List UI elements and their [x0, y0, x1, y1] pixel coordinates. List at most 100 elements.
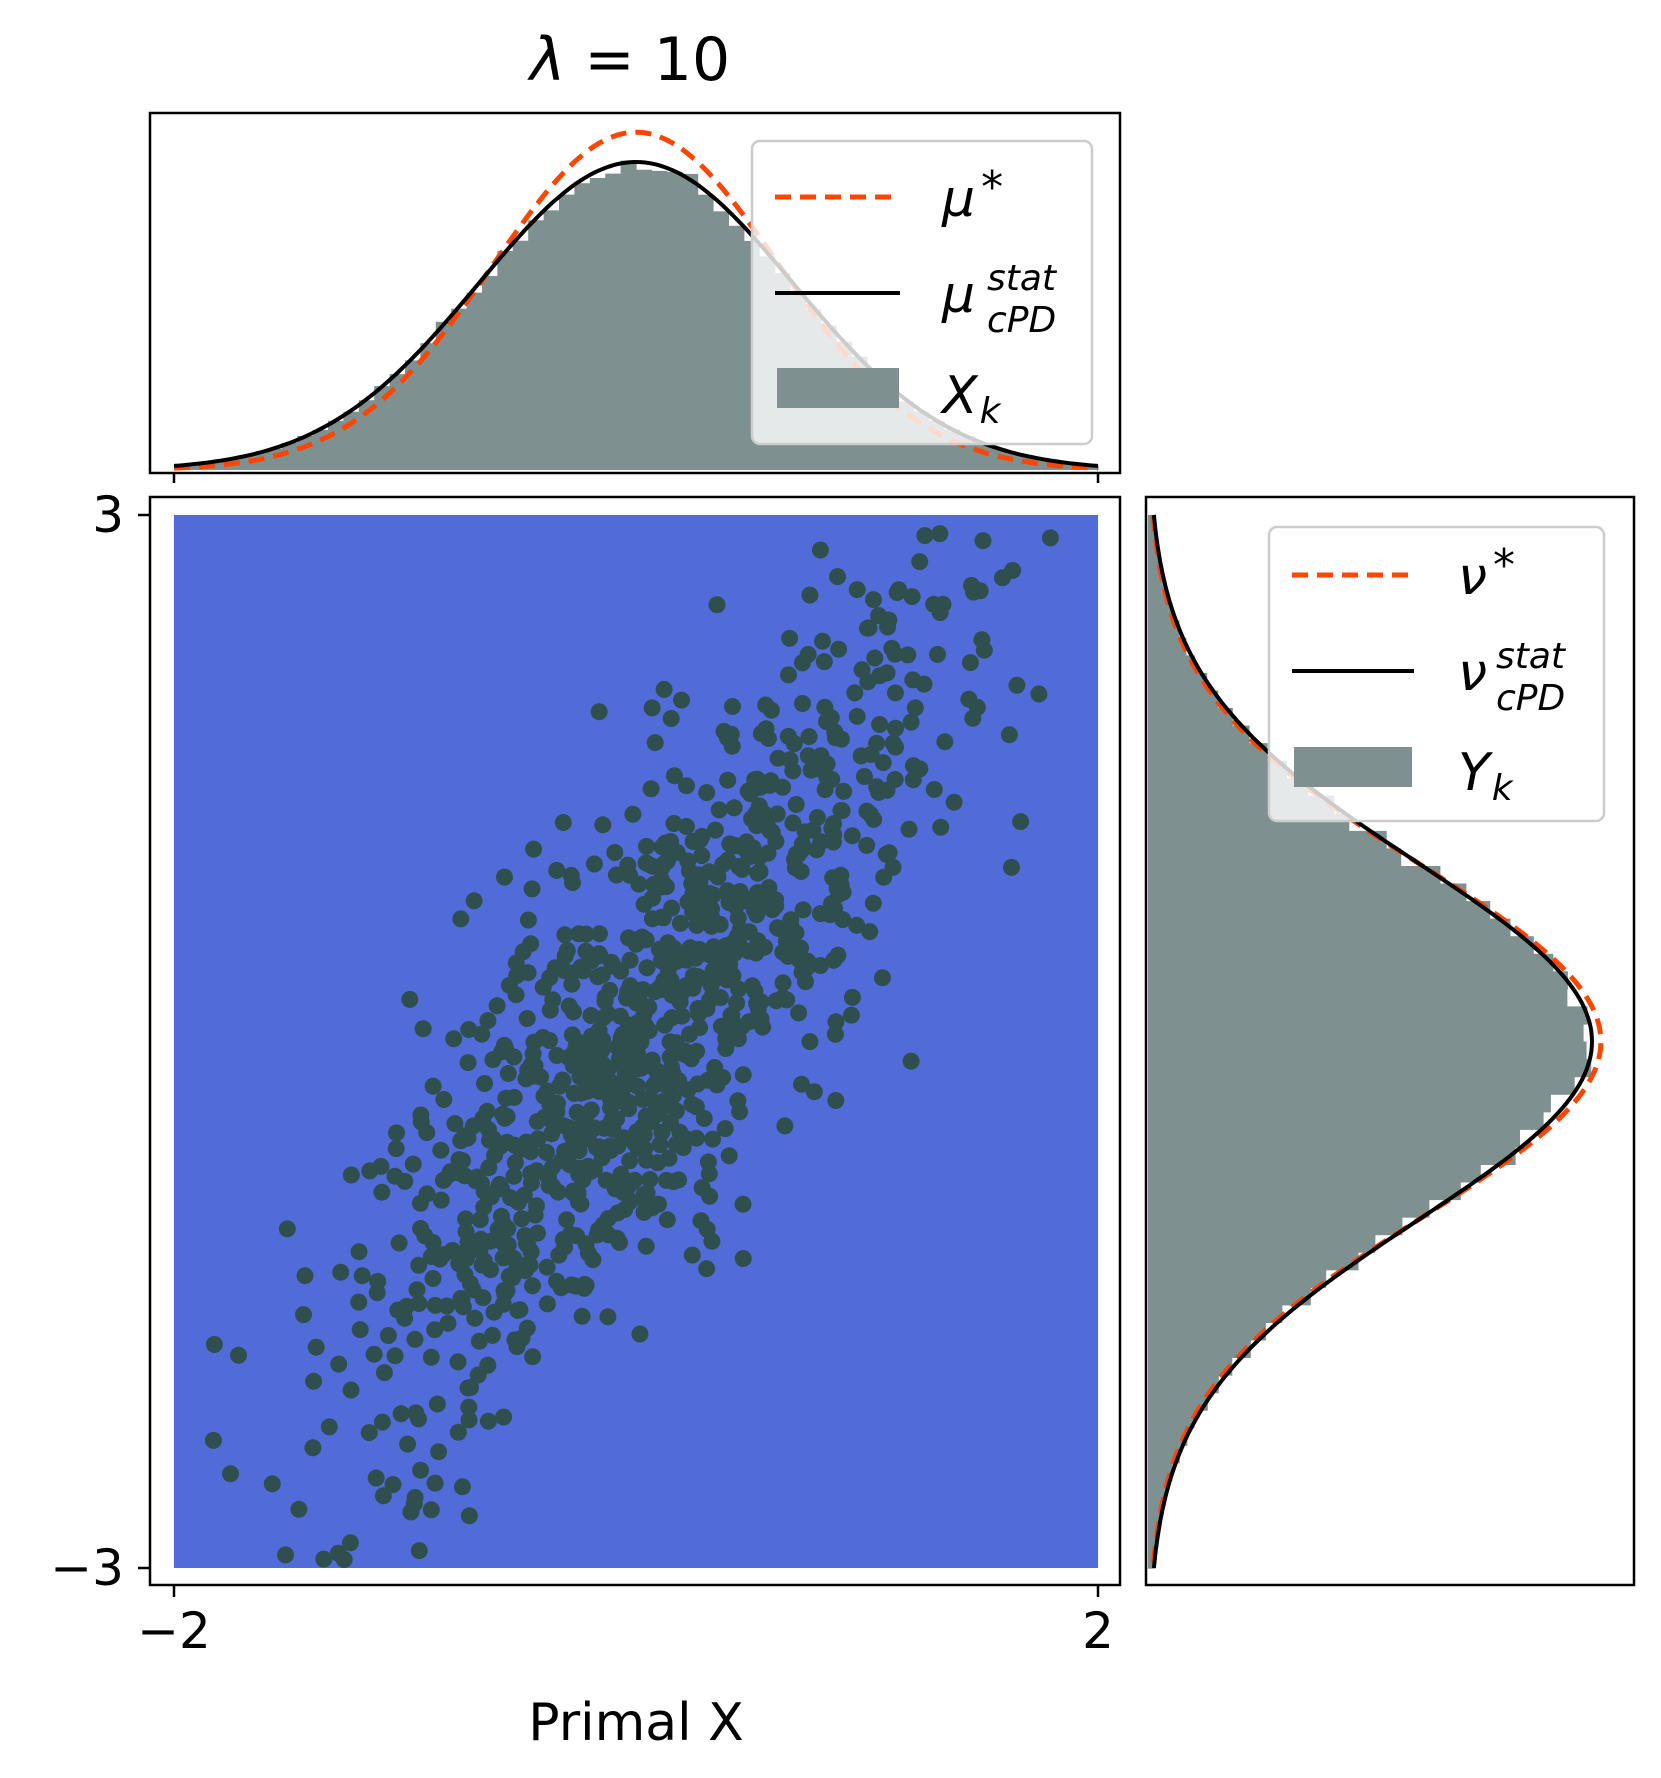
scatter-point	[805, 1083, 823, 1101]
scatter-point	[661, 1048, 679, 1066]
scatter-point	[584, 1039, 602, 1057]
right-hist-bar	[1148, 953, 1554, 972]
scatter-point	[662, 710, 680, 727]
scatter-point	[733, 860, 751, 878]
scatter-point	[799, 646, 817, 663]
scatter-point	[426, 1474, 444, 1492]
scatter-point	[541, 1032, 558, 1049]
scatter-point	[883, 639, 901, 657]
scatter-point	[890, 581, 908, 599]
scatter-point	[460, 1021, 478, 1038]
scatter-point	[634, 1090, 652, 1108]
scatter-point	[800, 728, 818, 746]
right-hist-bar	[1148, 1059, 1592, 1078]
right-hist-bar	[1148, 602, 1173, 621]
scatter-point	[698, 1260, 716, 1278]
scatter-point	[932, 818, 950, 836]
top-hist-bar	[281, 442, 298, 470]
right-hist-bar	[1148, 1480, 1168, 1499]
scatter-point	[222, 1465, 239, 1483]
right-hist-bar	[1148, 1129, 1520, 1148]
scatter-point	[590, 945, 608, 963]
scatter-point	[351, 1321, 369, 1339]
scatter-point	[585, 855, 603, 873]
scatter-point	[931, 604, 949, 622]
scatter-point	[587, 1139, 605, 1156]
scatter-point	[596, 1119, 613, 1137]
scatter-point	[432, 1141, 450, 1159]
scatter-point	[621, 977, 639, 995]
scatter-point	[873, 969, 891, 987]
joint-panel-frame	[148, 495, 1122, 1587]
scatter-point	[671, 993, 689, 1011]
right-legend-fitted-symbol: ν	[1458, 643, 1487, 703]
scatter-point	[495, 1408, 513, 1426]
top-hist-bar	[559, 194, 575, 470]
scatter-point	[360, 1424, 378, 1442]
ytick-label: −3	[50, 1539, 124, 1597]
scatter-point	[407, 1404, 425, 1422]
scatter-point	[591, 925, 608, 943]
scatter-point	[781, 629, 799, 647]
scatter-point	[808, 809, 826, 827]
scatter-point	[546, 959, 564, 977]
scatter-point	[792, 863, 810, 880]
scatter-point	[843, 827, 861, 845]
top-hist-bar	[405, 360, 421, 470]
scatter-point	[769, 919, 786, 937]
scatter-point	[762, 772, 780, 790]
scatter-point	[811, 541, 829, 559]
scatter-point	[484, 1051, 502, 1069]
right-hist-bar	[1148, 532, 1157, 551]
scatter-point	[823, 770, 841, 788]
scatter-point	[729, 1030, 747, 1048]
scatter-point	[860, 619, 878, 637]
right-hist-bar	[1148, 550, 1160, 569]
scatter-point	[481, 1131, 498, 1149]
top-hist-bar	[1036, 459, 1053, 470]
scatter-point	[741, 785, 759, 803]
top-hist-bar	[435, 321, 452, 470]
top-hist-bar	[512, 240, 529, 470]
scatter-point	[945, 793, 963, 811]
scatter-point	[887, 719, 904, 737]
scatter-point	[594, 816, 612, 834]
scatter-point	[424, 1234, 442, 1252]
right-hist-bar	[1148, 743, 1268, 762]
scatter-point	[519, 911, 537, 929]
scatter-point	[757, 696, 775, 714]
scatter-point	[518, 1010, 536, 1027]
scatter-point	[658, 1171, 675, 1189]
scatter-point	[453, 1478, 471, 1496]
scatter-point	[818, 713, 835, 731]
scatter-point	[722, 1006, 740, 1024]
scatter-point	[460, 1507, 478, 1525]
right-legend-fitted-label: ν stat cPD	[1458, 636, 1567, 719]
top-legend-fitted-symbol: μ	[941, 265, 975, 325]
right-hist-bar	[1148, 1462, 1173, 1481]
scatter-point	[703, 1232, 721, 1250]
right-legend-hist-label: Yk	[1458, 743, 1515, 809]
top-hist-bar	[420, 343, 437, 470]
right-legend-target-sup: *	[1493, 540, 1515, 591]
scatter-point	[499, 1065, 517, 1082]
right-hist-bar	[1148, 1427, 1188, 1446]
scatter-point	[588, 1226, 606, 1244]
scatter-point	[667, 953, 685, 970]
scatter-point	[485, 1303, 503, 1321]
scatter-point	[597, 1171, 615, 1189]
scatter-point	[915, 675, 933, 693]
top-legend-target-sup: *	[981, 162, 1003, 213]
scatter-point	[784, 814, 802, 832]
right-hist-bar	[1148, 1199, 1430, 1218]
scatter-point	[832, 802, 850, 819]
scatter-point	[641, 1171, 659, 1188]
scatter-point	[629, 1032, 647, 1050]
right-hist-bar	[1148, 690, 1219, 709]
scatter-point	[734, 1066, 752, 1084]
scatter-point	[974, 532, 992, 550]
scatter-point	[748, 906, 766, 924]
right-legend-hist-symbol: Y	[1458, 743, 1494, 803]
scatter-point	[410, 1542, 428, 1560]
top-hist-bar	[728, 225, 745, 470]
